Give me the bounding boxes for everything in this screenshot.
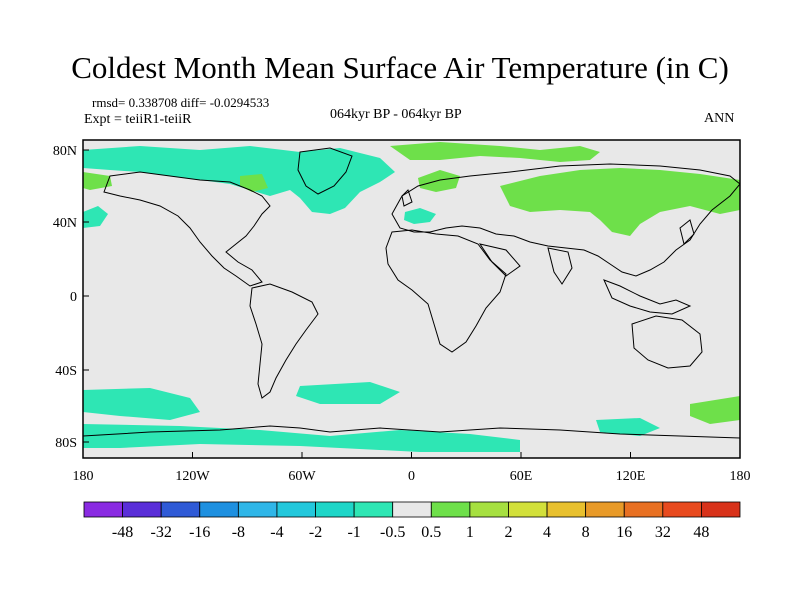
colorbar-box [701, 501, 741, 518]
colorbar-box [83, 501, 123, 518]
period-label: 064kyr BP - 064kyr BP [330, 107, 462, 122]
colorbar-box [199, 501, 239, 518]
colorbar-label: -2 [309, 524, 322, 541]
lon-tick-label: 120E [616, 469, 646, 484]
warm-region-arctic-eurasia [390, 142, 600, 162]
colorbar-label: -8 [232, 524, 245, 541]
lon-tick-label: 120W [175, 469, 210, 484]
colorbar-label: 4 [543, 524, 551, 541]
season-label: ANN [704, 111, 735, 126]
colorbar-label: 32 [655, 524, 671, 541]
cool-region-south-atlantic [296, 382, 400, 404]
lat-tick-label: 80N [53, 144, 77, 159]
colorbar-box [315, 501, 355, 518]
lon-tick-label: 60W [288, 469, 316, 484]
colorbar-box [392, 501, 432, 518]
warm-region-north-america-west [83, 172, 112, 190]
colorbar-label: 2 [504, 524, 512, 541]
colorbar-box [353, 501, 394, 518]
colorbar-label: -4 [270, 524, 283, 541]
colorbar-box [122, 501, 162, 518]
colorbar-box [546, 501, 587, 518]
colorbar-box [160, 501, 201, 518]
colorbar-box [508, 501, 548, 518]
colorbar-label: -16 [189, 524, 210, 541]
latitude-axis: 80N 40N 0 40S 80S [53, 144, 89, 451]
cool-region-east-antarctic [596, 418, 660, 436]
cool-region-southern-ocean [83, 388, 200, 420]
rmsd-label: rmsd= 0.338708 diff= -0.0294533 [92, 95, 270, 110]
colorbar-label: 48 [693, 524, 709, 541]
cool-region-north-atlantic [83, 146, 395, 214]
colorbar-label: -32 [151, 524, 172, 541]
lon-tick-label: 180 [730, 469, 751, 484]
anomaly-fields [83, 142, 740, 452]
warm-region-canada [240, 174, 268, 192]
figure-title: Coldest Month Mean Surface Air Temperatu… [71, 50, 729, 85]
lat-tick-label: 40N [53, 216, 77, 231]
lat-tick-label: 0 [70, 290, 77, 305]
colorbar-label: -0.5 [380, 524, 405, 541]
colorbar-label: 16 [616, 524, 632, 541]
colorbar [83, 501, 741, 518]
lon-tick-label: 60E [510, 469, 533, 484]
colorbar-box [276, 501, 316, 518]
colorbar-box [623, 501, 664, 518]
colorbar-box [585, 501, 625, 518]
colorbar-box [662, 501, 702, 518]
colorbar-label: 1 [466, 524, 474, 541]
colorbar-box [237, 501, 278, 518]
coastlines [83, 147, 740, 439]
lon-tick-label: 0 [408, 469, 415, 484]
warm-region-southern-ocean-east [690, 396, 740, 424]
lat-tick-label: 40S [55, 364, 77, 379]
warm-region-siberia [500, 168, 740, 236]
cool-region-west-pacific [83, 206, 108, 228]
lat-tick-label: 80S [55, 436, 77, 451]
colorbar-label: 8 [582, 524, 590, 541]
cool-region-europe [404, 208, 436, 224]
warm-region-scandinavia [418, 170, 460, 192]
experiment-label: Expt = teiiR1-teiiR [84, 112, 192, 127]
longitude-axis: 180 120W 60W 0 60E 120E 180 [73, 452, 751, 484]
colorbar-box [430, 501, 471, 518]
lon-tick-label: 180 [73, 469, 94, 484]
colorbar-label: 0.5 [421, 524, 441, 541]
colorbar-label: -1 [347, 524, 360, 541]
colorbar-box [469, 501, 509, 518]
colorbar-label: -48 [112, 524, 133, 541]
colorbar-labels: -48 -32 -16 -8 -4 -2 -1 -0.5 0.5 1 2 4 8 16 32 48 [112, 524, 709, 541]
